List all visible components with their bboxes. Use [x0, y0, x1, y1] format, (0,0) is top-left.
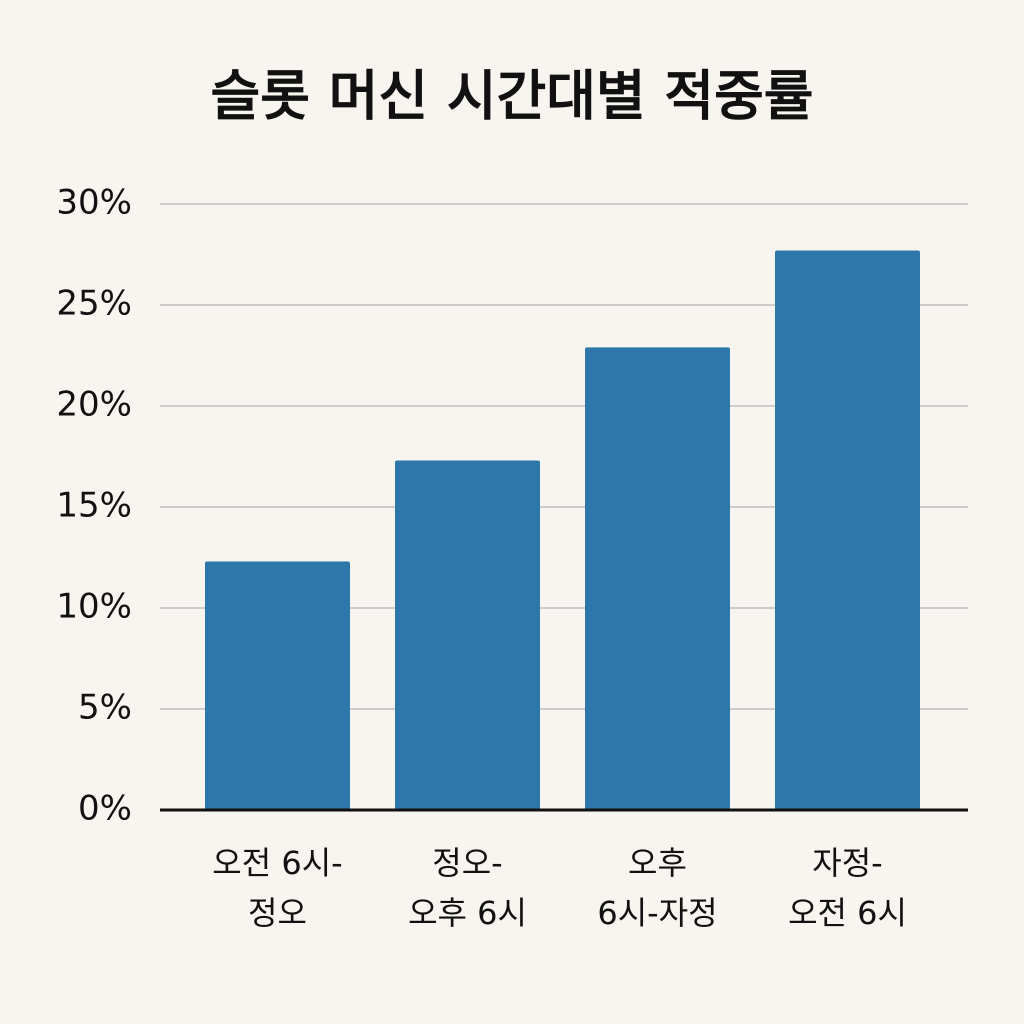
y-tick-label: 30% [56, 183, 132, 223]
bar [395, 460, 540, 810]
y-tick-label: 10% [56, 587, 132, 627]
x-tick-label: 정오- 오후 6시 [408, 844, 527, 932]
chart-title: 슬롯 머신 시간대별 적중률 [211, 65, 814, 128]
x-tick-label: 오후 6시-자정 [597, 844, 718, 932]
x-tick-label: 오전 6시- 정오 [212, 844, 343, 932]
bar [775, 250, 920, 810]
bar [205, 561, 350, 810]
y-tick-label: 5% [78, 688, 132, 728]
y-tick-label: 15% [56, 486, 132, 526]
y-tick-label: 0% [78, 789, 132, 829]
bar [585, 347, 730, 810]
y-tick-label: 20% [56, 385, 132, 425]
y-tick-label: 25% [56, 284, 132, 324]
x-tick-label: 자정- 오전 6시 [788, 844, 907, 932]
